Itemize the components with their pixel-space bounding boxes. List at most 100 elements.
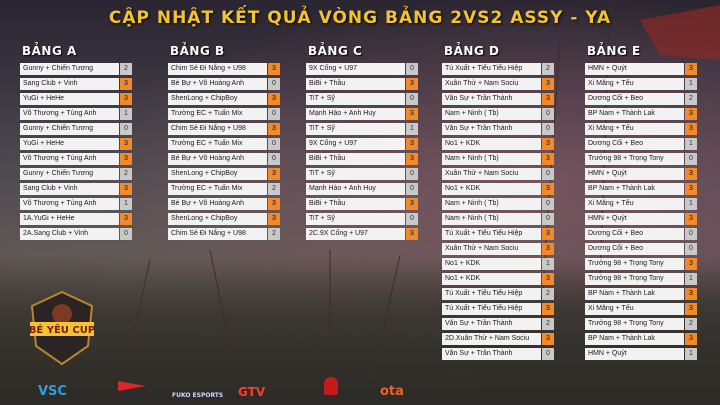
team-name: Dương Cối + Beo xyxy=(585,138,684,150)
sponsor-ota-logo: ota xyxy=(380,384,404,399)
team-name: Dương Cối + Beo xyxy=(585,93,684,105)
team-row: Nam + Ninh ( Tb) 0 xyxy=(442,213,554,225)
team-name: Xi Măng + Tếu xyxy=(585,303,684,315)
team-score: 2 xyxy=(542,318,554,330)
match: TiT + Sỹ 0 2C.9X Cống + U97 3 xyxy=(306,213,418,240)
sponsor-red-figure-logo xyxy=(324,377,338,395)
team-row: Chim Sẻ Đi Nắng + U98 3 xyxy=(168,123,280,135)
team-row: Xuân Thử + Nam Sociu 0 xyxy=(442,168,554,180)
team-score: 0 xyxy=(542,168,554,180)
team-row: Tú Xuất + Tiểu Tiểu Hiệp 2 xyxy=(442,63,554,75)
team-score: 0 xyxy=(406,63,418,75)
team-score: 3 xyxy=(542,243,554,255)
team-score: 3 xyxy=(406,78,418,90)
team-row: HMN + Quýt 3 xyxy=(585,213,697,225)
team-name: Võ Thương + Tùng Anh xyxy=(20,198,119,210)
team-name: ShenLong + ChipBoy xyxy=(168,168,267,180)
team-row: Xi Măng + Tếu 3 xyxy=(585,123,697,135)
team-score: 3 xyxy=(542,78,554,90)
team-name: Văn Sự + Trần Thành xyxy=(442,123,541,135)
team-name: BP Nam + Thành Lak xyxy=(585,288,684,300)
team-score: 1 xyxy=(542,258,554,270)
be-yeu-cup-logo: BÉ YÊU CUP xyxy=(22,288,102,368)
team-score: 2 xyxy=(268,228,280,240)
team-score: 0 xyxy=(685,243,697,255)
team-row: Sang Club + Vinh 3 xyxy=(20,183,132,195)
team-row: 1A.YuGi + HeHe 3 xyxy=(20,213,132,225)
team-score: 3 xyxy=(542,153,554,165)
team-name: Gunny + Chiến Tương xyxy=(20,123,119,135)
team-row: Võ Thương + Tùng Anh 1 xyxy=(20,108,132,120)
team-score: 1 xyxy=(685,198,697,210)
team-name: Nam + Ninh ( Tb) xyxy=(442,213,541,225)
match: Sang Club + Vinh 3 Võ Thương + Tùng Anh 1 xyxy=(20,183,132,210)
team-score: 2 xyxy=(685,318,697,330)
team-row: HMN + Quýt 1 xyxy=(585,348,697,360)
match: Văn Sự + Trần Thành 0 No1 + KDK 3 xyxy=(442,123,554,150)
group-name: BẢNG C xyxy=(308,44,363,58)
match: Trường EC + Tuấn Mix 2 Bé Bự + Võ Hoàng An… xyxy=(168,183,280,210)
match: Tú Xuất + Tiểu Tiểu Hiệp 2 Xuân Thử + Nam … xyxy=(442,63,554,90)
team-row: Xuân Thử + Nam Sociu 3 xyxy=(442,243,554,255)
team-score: 0 xyxy=(268,153,280,165)
team-name: HMN + Quýt xyxy=(585,213,684,225)
team-row: BiBi + Thầu 3 xyxy=(306,198,418,210)
team-name: Nam + Ninh ( Tb) xyxy=(442,108,541,120)
team-score: 3 xyxy=(542,93,554,105)
team-score: 2 xyxy=(120,168,132,180)
team-name: Võ Thương + Tùng Anh xyxy=(20,108,119,120)
team-name: Bé Bự + Võ Hoàng Anh xyxy=(168,153,267,165)
match: TiT + Sỹ 0 Mạnh Hào + Anh Huy 3 xyxy=(306,93,418,120)
cup-logo-text: BÉ YÊU CUP xyxy=(29,323,95,336)
team-name: Dương Cối + Beo xyxy=(585,243,684,255)
team-score: 3 xyxy=(120,93,132,105)
team-name: Xi Măng + Tếu xyxy=(585,78,684,90)
team-score: 2 xyxy=(542,63,554,75)
team-row: No1 + KDK 3 xyxy=(442,183,554,195)
team-row: Nam + Ninh ( Tb) 0 xyxy=(442,198,554,210)
team-name: 2D.Xuân Thử + Nam Sociu xyxy=(442,333,541,345)
team-row: Võ Thương + Tùng Anh 3 xyxy=(20,153,132,165)
team-row: Văn Sự + Trần Thành 0 xyxy=(442,348,554,360)
team-row: Văn Sự + Trần Thành 0 xyxy=(442,123,554,135)
team-row: Văn Sự + Trần Thành 2 xyxy=(442,318,554,330)
team-name: Võ Thương + Tùng Anh xyxy=(20,153,119,165)
team-name: Mạnh Hào + Anh Huy xyxy=(306,183,405,195)
team-row: Tú Xuất + Tiểu Tiểu Hiệp 3 xyxy=(442,303,554,315)
team-row: Xi Măng + Tếu 1 xyxy=(585,198,697,210)
team-name: Chim Sẻ Đi Nắng + U98 xyxy=(168,228,267,240)
team-score: 2 xyxy=(685,93,697,105)
team-name: TiT + Sỹ xyxy=(306,213,405,225)
team-score: 3 xyxy=(685,333,697,345)
match: HMN + Quýt 3 Dương Cối + Beo 0 xyxy=(585,213,697,240)
team-score: 3 xyxy=(120,183,132,195)
team-score: 3 xyxy=(406,228,418,240)
match: Văn Sự + Trần Thành 3 Nam + Ninh ( Tb) 0 xyxy=(442,93,554,120)
team-score: 3 xyxy=(685,213,697,225)
match: Xuân Thử + Nam Sociu 3 No1 + KDK 1 xyxy=(442,243,554,270)
team-name: BP Nam + Thành Lak xyxy=(585,183,684,195)
team-name: No1 + KDK xyxy=(442,273,541,285)
team-name: Xuân Thử + Nam Sociu xyxy=(442,243,541,255)
team-name: Trưởng 98 + Trọng Tony xyxy=(585,258,684,270)
red-flag xyxy=(640,5,720,60)
team-row: YuGi + HeHe 3 xyxy=(20,138,132,150)
team-row: ShenLong + ChipBoy 3 xyxy=(168,168,280,180)
team-score: 2 xyxy=(268,183,280,195)
sponsor-red-arrow-logo xyxy=(118,381,146,391)
team-name: BiBi + Thầu xyxy=(306,153,405,165)
team-name: Gunny + Chiến Tương xyxy=(20,63,119,75)
team-name: HMN + Quýt xyxy=(585,168,684,180)
team-name: TiT + Sỹ xyxy=(306,123,405,135)
team-score: 0 xyxy=(406,93,418,105)
team-row: Chim Sẻ Đi Nắng + U98 3 xyxy=(168,63,280,75)
team-score: 3 xyxy=(406,198,418,210)
group-a: BẢNG A Gunny + Chiến Tương 2 Sang Club + Vi… xyxy=(20,44,132,243)
match: TiT + Sỹ 1 9X Cống + U97 3 xyxy=(306,123,418,150)
team-score: 3 xyxy=(685,123,697,135)
group-name: BẢNG A xyxy=(22,44,77,58)
match: 9X Cống + U97 0 BiBi + Thầu 3 xyxy=(306,63,418,90)
team-row: BP Nam + Thành Lak 3 xyxy=(585,288,697,300)
team-name: No1 + KDK xyxy=(442,138,541,150)
team-score: 3 xyxy=(406,138,418,150)
